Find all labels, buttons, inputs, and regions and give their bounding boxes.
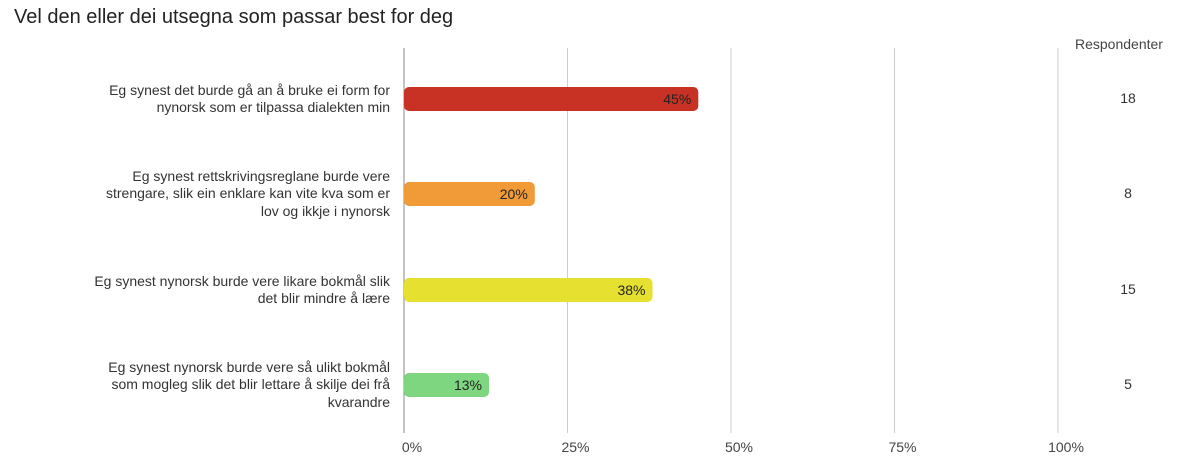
category-label-line: Eg synest nynorsk burde vere likare bokm… bbox=[94, 272, 390, 289]
category-label: Eg synest rettskrivingsreglane burde ver… bbox=[10, 168, 390, 221]
category-label-line: som mogleg slik det blir lettare å skilj… bbox=[111, 376, 390, 393]
bar-value-label: 45% bbox=[663, 91, 691, 107]
x-tick-label: 0% bbox=[402, 439, 422, 455]
bar-value-label: 20% bbox=[500, 186, 528, 202]
x-tick-label: 100% bbox=[1048, 439, 1084, 455]
respondents-header: Respondenter bbox=[1075, 36, 1163, 52]
bar bbox=[404, 87, 699, 111]
bar bbox=[404, 182, 535, 206]
bar-value-label: 38% bbox=[617, 282, 645, 298]
respondent-count: 15 bbox=[1120, 281, 1136, 297]
x-tick-label: 50% bbox=[725, 439, 753, 455]
category-label: Eg synest det burde gå an å bruke ei for… bbox=[10, 82, 390, 117]
category-label-line: det blir mindre å lære bbox=[257, 290, 390, 306]
respondent-count: 8 bbox=[1124, 185, 1132, 201]
x-tick-label: 75% bbox=[888, 439, 916, 455]
category-label-line: lov og ikkje i nynorsk bbox=[260, 202, 390, 219]
category-label: Eg synest nynorsk burde vere likare bokm… bbox=[10, 273, 390, 308]
x-tick-label: 25% bbox=[561, 439, 589, 455]
bar bbox=[404, 373, 490, 397]
category-label-line: Eg synest rettskrivingsreglane burde ver… bbox=[132, 167, 390, 184]
bar bbox=[404, 278, 653, 302]
category-label-line: nynorsk som er tilpassa dialekten min bbox=[156, 99, 390, 115]
category-label-line: Eg synest nynorsk burde vere så ulikt bo… bbox=[108, 358, 390, 375]
category-label-line: strengare, slik ein enklare kan vite kva… bbox=[105, 185, 390, 202]
category-label-line: Eg synest det burde gå an å bruke ei for… bbox=[109, 81, 390, 98]
category-label: Eg synest nynorsk burde vere så ulikt bo… bbox=[10, 359, 390, 412]
chart-title: Vel den eller dei utsegna som passar bes… bbox=[14, 6, 454, 28]
respondent-count: 18 bbox=[1120, 90, 1136, 106]
respondent-count: 5 bbox=[1124, 376, 1132, 392]
category-label-line: kvarandre bbox=[327, 393, 390, 410]
bar-value-label: 13% bbox=[454, 377, 482, 393]
